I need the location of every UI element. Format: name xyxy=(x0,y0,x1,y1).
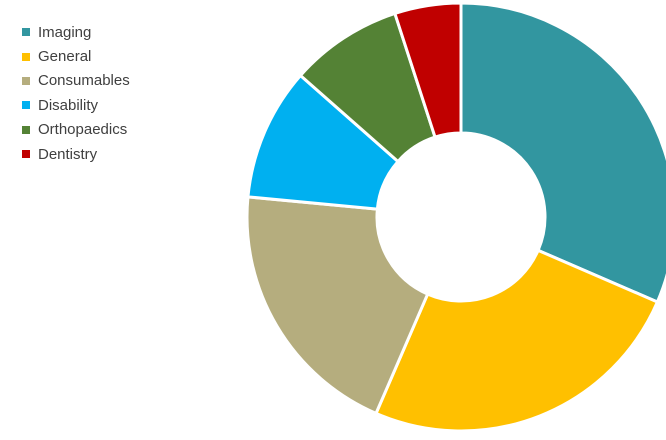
legend-swatch xyxy=(22,52,30,61)
legend-swatch xyxy=(22,125,30,134)
legend-item: Orthopaedics xyxy=(22,118,130,142)
legend-swatch xyxy=(22,101,30,110)
legend-swatch xyxy=(22,28,30,37)
donut-slice-imaging xyxy=(459,1,666,304)
legend-label: Imaging xyxy=(38,23,92,41)
donut-slice-disability xyxy=(246,73,400,211)
chart-legend: Imaging General Consumables Disability Ortho… xyxy=(22,20,130,166)
legend-item: General xyxy=(22,44,130,68)
donut-slice-consumables xyxy=(245,195,430,415)
donut-slice-general xyxy=(374,248,659,433)
legend-item: Disability xyxy=(22,93,130,117)
legend-label: Consumables xyxy=(38,72,130,90)
legend-label: Dentistry xyxy=(38,145,98,163)
donut-slice-dentistry xyxy=(393,1,463,139)
legend-item: Imaging xyxy=(22,20,130,44)
legend-swatch xyxy=(22,150,30,159)
legend-item: Dentistry xyxy=(22,142,130,166)
legend-swatch xyxy=(22,76,30,85)
legend-item: Consumables xyxy=(22,69,130,93)
legend-label: Orthopaedics xyxy=(38,121,128,139)
legend-label: General xyxy=(38,48,92,66)
legend-label: Disability xyxy=(38,96,99,114)
